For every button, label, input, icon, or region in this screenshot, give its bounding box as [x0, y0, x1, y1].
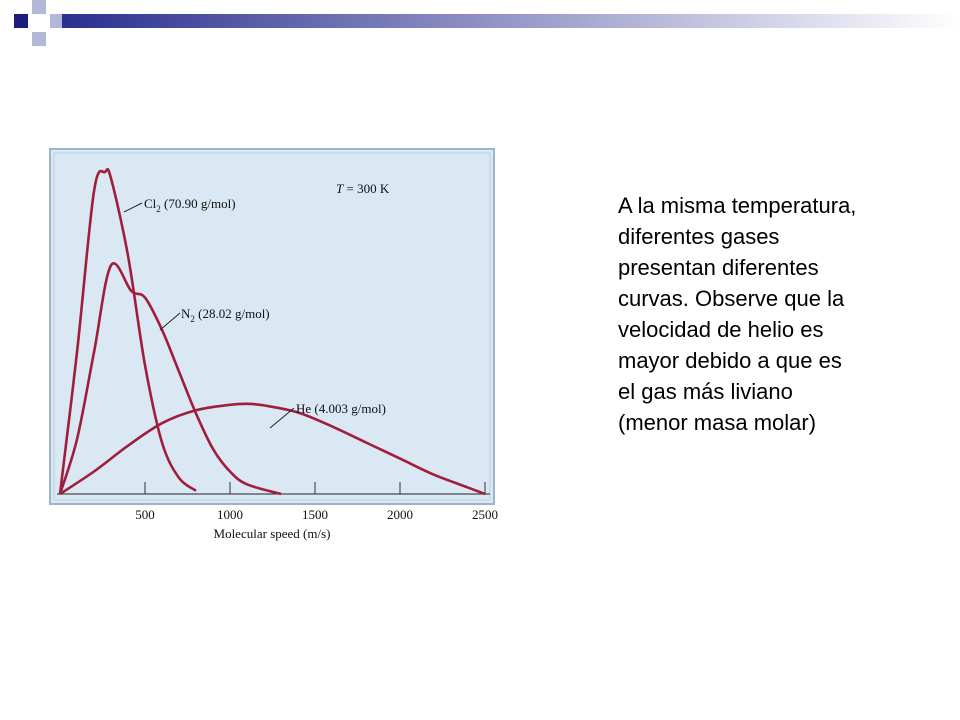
- x-tick-label: 2000: [387, 507, 413, 522]
- caption-line: presentan diferentes: [618, 255, 819, 280]
- caption-line: diferentes gases: [618, 224, 780, 249]
- leader-line-cl2: [123, 202, 143, 213]
- series-subscript: 2: [156, 204, 161, 214]
- caption-line: el gas más liviano: [618, 379, 793, 404]
- series-molar-mass: (70.90 g/mol): [161, 196, 236, 211]
- caption-line: velocidad de helio es: [618, 317, 824, 342]
- caption-line: (menor masa molar): [618, 410, 817, 435]
- x-axis-title: Molecular speed (m/s): [214, 526, 331, 541]
- x-ticks: 500 1000 1500 2000 2500: [135, 482, 498, 522]
- series-label-n2: N2 (28.02 g/mol): [181, 306, 270, 324]
- series-name: N: [181, 306, 191, 321]
- plot-inner-border: [53, 152, 491, 501]
- slide-decoration: [14, 0, 960, 46]
- x-tick-label: 500: [135, 507, 155, 522]
- series-name: Cl: [144, 196, 157, 211]
- temperature-symbol: T: [336, 181, 344, 196]
- accent-square-light: [32, 0, 46, 14]
- series-subscript: 2: [190, 314, 195, 324]
- series-molar-mass: (28.02 g/mol): [195, 306, 270, 321]
- leader-line-he: [269, 407, 295, 429]
- x-tick-label: 1500: [302, 507, 328, 522]
- caption-line: A la misma temperatura,: [618, 193, 857, 218]
- x-tick-label: 2500: [472, 507, 498, 522]
- distribution-curves: [58, 167, 486, 496]
- series-label-he: He (4.003 g/mol): [296, 401, 386, 416]
- x-tick-label: 1000: [217, 507, 243, 522]
- explanation-text: A la misma temperatura, diferentes gases…: [618, 190, 938, 438]
- caption-line: curvas. Observe que la: [618, 286, 845, 311]
- label-leader-lines: [123, 202, 295, 429]
- header-gradient-bar: [60, 14, 960, 28]
- curve-n2: [58, 262, 282, 496]
- plot-panel: [49, 148, 495, 505]
- curve-cl2: [58, 167, 197, 495]
- series-label-cl2: Cl2 (70.90 g/mol): [144, 196, 236, 214]
- temperature-value: = 300 K: [343, 181, 390, 196]
- curve-he: [59, 402, 486, 496]
- leader-line-n2: [159, 312, 181, 331]
- accent-square-light: [32, 32, 46, 46]
- temperature-annotation: T = 300 K: [336, 181, 390, 196]
- series-molar-mass: (4.003 g/mol): [311, 401, 386, 416]
- accent-square-light: [50, 14, 62, 28]
- caption-line: mayor debido a que es: [618, 348, 842, 373]
- accent-square-dark: [14, 14, 28, 28]
- series-name: He: [296, 401, 311, 416]
